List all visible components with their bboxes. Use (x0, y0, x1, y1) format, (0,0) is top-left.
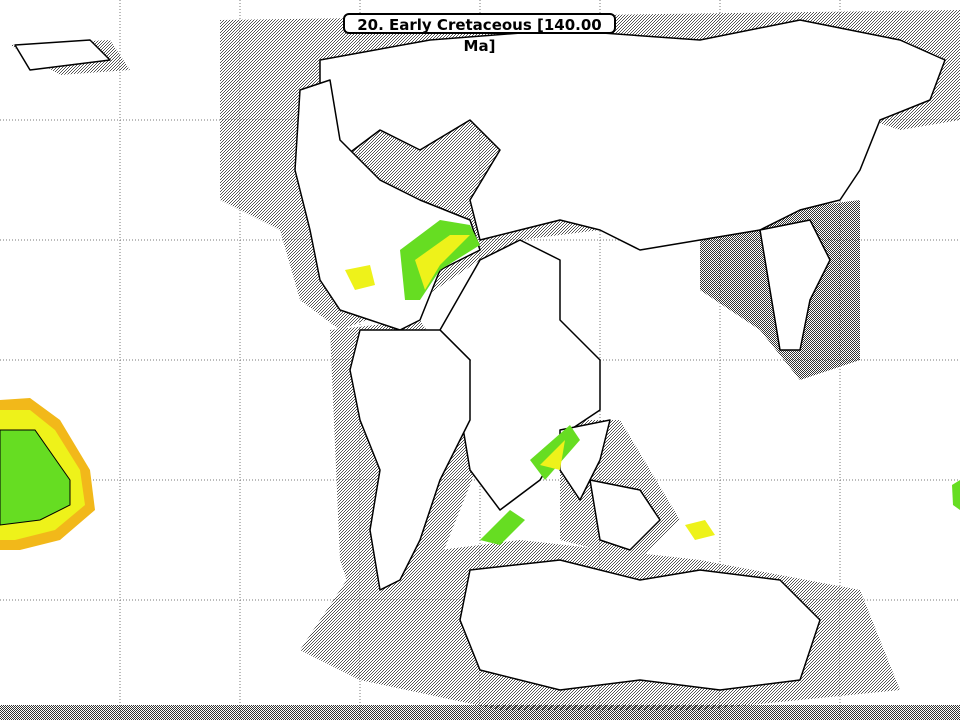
landmass-antarctica (459, 559, 821, 691)
climate-zones (0, 220, 960, 550)
landmass-western-island (14, 39, 111, 71)
landmass-laurasia (319, 19, 946, 251)
landmass-australia-region (589, 479, 661, 551)
landmass-south-america (349, 329, 471, 591)
landmass-east-asia (759, 219, 831, 351)
map-title: 20. Early Cretaceous [140.00 Ma] (343, 13, 616, 55)
